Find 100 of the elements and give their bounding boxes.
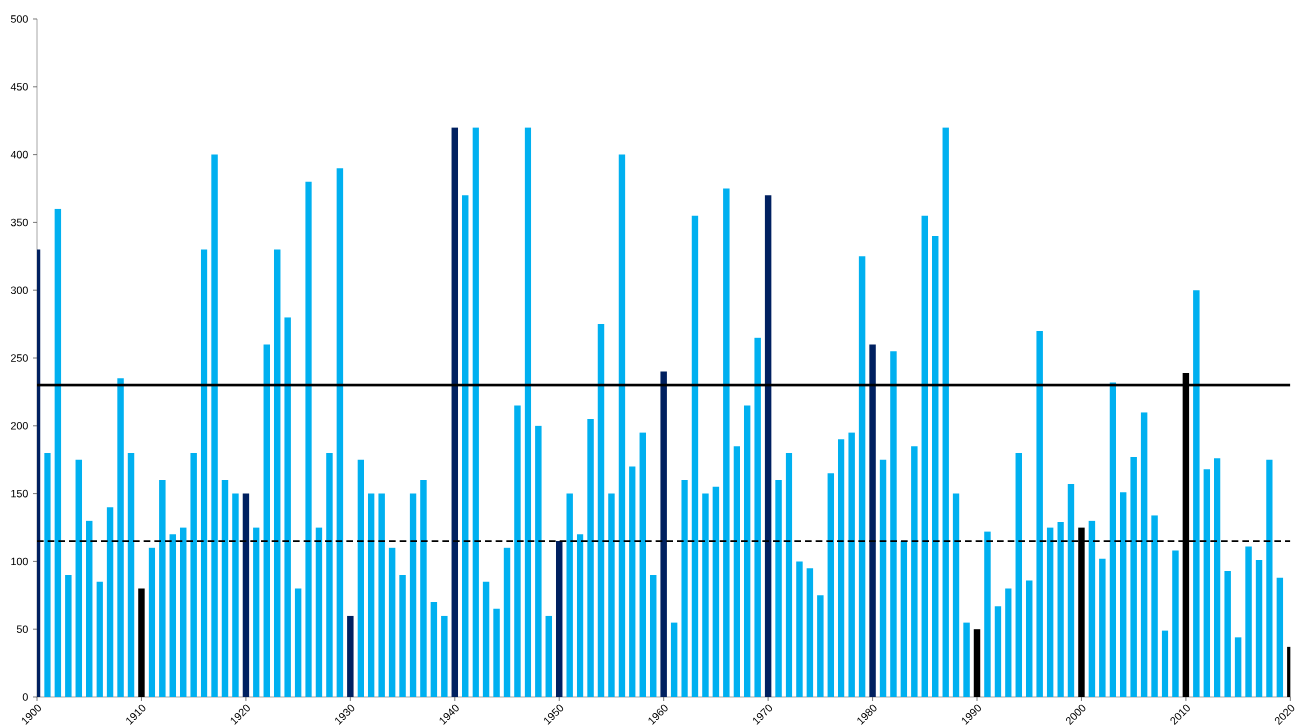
bar xyxy=(817,595,824,697)
bar xyxy=(482,581,490,697)
bar xyxy=(712,486,720,697)
bar xyxy=(336,168,344,697)
bar xyxy=(179,527,187,697)
bar xyxy=(399,574,406,697)
bar xyxy=(858,256,866,697)
bar xyxy=(1234,637,1242,697)
bar xyxy=(545,615,553,697)
bar xyxy=(869,344,876,697)
bar xyxy=(493,608,500,697)
bar xyxy=(148,547,156,697)
y-tick-label: 250 xyxy=(11,354,28,362)
bar xyxy=(54,208,62,697)
bar xyxy=(1109,382,1117,697)
bar xyxy=(1046,527,1054,697)
bar xyxy=(984,531,991,697)
bar xyxy=(890,351,897,697)
bar xyxy=(1036,330,1043,697)
bar xyxy=(837,439,845,697)
bar xyxy=(127,452,135,697)
bar xyxy=(232,493,239,697)
bar xyxy=(378,493,385,697)
bar xyxy=(691,215,699,697)
bar xyxy=(576,534,584,697)
bar xyxy=(754,337,761,697)
bar xyxy=(117,378,124,697)
bar xyxy=(900,541,908,697)
bar xyxy=(221,480,229,697)
bar xyxy=(367,493,375,697)
bar xyxy=(75,459,83,697)
bar xyxy=(85,520,93,697)
bar xyxy=(472,127,479,697)
bar xyxy=(555,541,563,697)
bar xyxy=(1213,458,1221,697)
bar xyxy=(451,127,459,697)
bar xyxy=(263,344,271,697)
bar xyxy=(1015,452,1023,697)
bar xyxy=(441,615,448,697)
bar xyxy=(1203,469,1211,697)
y-tick-label: 350 xyxy=(10,218,28,227)
bar xyxy=(806,568,814,697)
bar xyxy=(566,493,573,697)
bar xyxy=(1140,412,1148,697)
bar xyxy=(200,249,208,697)
bar xyxy=(461,195,469,697)
bar xyxy=(420,480,427,697)
y-tick-label: 300 xyxy=(10,286,28,294)
bar xyxy=(597,324,605,697)
bar xyxy=(952,493,960,697)
y-tick-label: 400 xyxy=(10,150,28,159)
bar xyxy=(994,606,1002,697)
bar xyxy=(775,480,782,697)
bar xyxy=(503,547,511,697)
bar xyxy=(911,446,918,697)
bar xyxy=(1151,515,1158,697)
bar xyxy=(1099,558,1106,697)
bar xyxy=(388,547,396,697)
bar xyxy=(357,459,365,697)
bar xyxy=(1172,550,1179,697)
bar xyxy=(848,432,855,697)
bar xyxy=(963,622,970,697)
bar xyxy=(785,452,793,697)
y-tick-label: 150 xyxy=(11,489,28,498)
bar xyxy=(702,493,709,697)
bar xyxy=(618,154,626,697)
bar xyxy=(670,622,678,697)
bar xyxy=(931,235,939,697)
bar xyxy=(796,561,803,697)
y-tick-label: 450 xyxy=(10,83,28,91)
bar xyxy=(942,127,949,697)
y-tick-label: 100 xyxy=(11,557,28,566)
bar xyxy=(660,371,667,697)
bar xyxy=(1276,577,1284,697)
bar xyxy=(723,188,730,697)
bar xyxy=(169,534,177,697)
bar xyxy=(827,473,835,697)
bar xyxy=(1224,570,1231,697)
bar xyxy=(1245,546,1252,697)
y-tick-label: 200 xyxy=(11,422,28,430)
bar xyxy=(315,527,323,697)
bar xyxy=(639,432,647,697)
bar xyxy=(649,574,657,697)
bar xyxy=(1193,290,1200,697)
bar xyxy=(733,446,741,697)
bar xyxy=(326,452,333,697)
y-tick-label: 0 xyxy=(22,693,28,701)
bar xyxy=(921,215,929,697)
bar xyxy=(284,317,291,697)
bar xyxy=(1088,520,1096,697)
bar xyxy=(879,459,887,697)
bar xyxy=(1255,560,1263,697)
bar xyxy=(1161,630,1169,697)
bar xyxy=(514,405,521,697)
bar xyxy=(211,154,218,697)
y-tick-label: 500 xyxy=(10,15,28,23)
bar xyxy=(159,480,166,697)
bar xyxy=(1130,456,1137,697)
bar xyxy=(524,127,532,697)
bar xyxy=(96,581,103,697)
